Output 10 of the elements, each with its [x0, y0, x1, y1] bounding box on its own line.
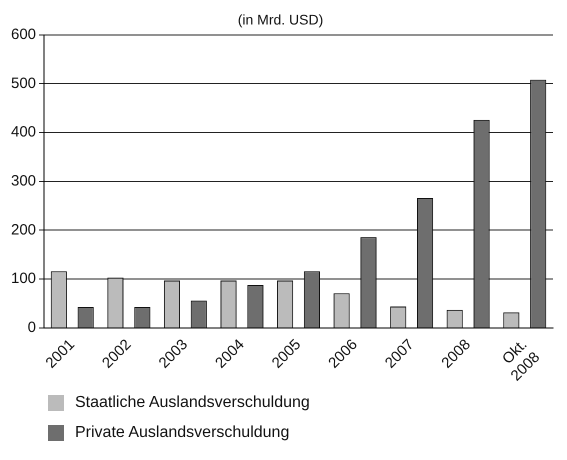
- y-tick-label: 500: [10, 74, 36, 92]
- y-tick-label: 300: [10, 172, 36, 190]
- y-tick-label: 400: [10, 124, 36, 141]
- y-tick-label: 0: [28, 319, 36, 336]
- legend-label: Private Auslandsverschuldung: [75, 424, 290, 442]
- chart-title: (in Mrd. USD): [238, 11, 324, 28]
- y-tick-label: 600: [10, 26, 36, 43]
- y-tick-label: 200: [10, 221, 36, 238]
- legend-label: Staatliche Auslandsverschuldung: [75, 394, 310, 412]
- y-tick-label: 100: [10, 270, 36, 288]
